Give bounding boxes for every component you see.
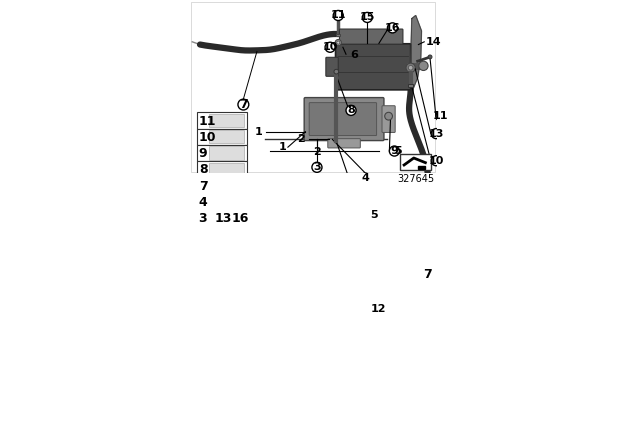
Polygon shape	[411, 16, 422, 89]
Text: 327645: 327645	[397, 173, 435, 184]
Text: 8: 8	[199, 164, 207, 177]
Text: 11: 11	[433, 111, 449, 121]
Text: 4: 4	[362, 173, 369, 183]
Bar	[230, 210, 247, 226]
Bar	[197, 145, 247, 161]
Text: 1: 1	[254, 127, 262, 137]
Circle shape	[408, 65, 413, 70]
Circle shape	[336, 16, 340, 20]
Bar	[209, 179, 244, 192]
Text: 1: 1	[279, 142, 287, 152]
FancyBboxPatch shape	[326, 57, 339, 76]
Text: 4: 4	[199, 196, 207, 209]
Circle shape	[334, 69, 339, 74]
Circle shape	[362, 13, 372, 22]
Bar	[197, 194, 247, 210]
Bar	[209, 130, 244, 143]
Bar	[209, 163, 244, 176]
Bar	[408, 84, 413, 87]
Circle shape	[385, 112, 392, 120]
Circle shape	[431, 156, 441, 166]
Bar	[197, 129, 247, 145]
Text: 11: 11	[199, 115, 216, 128]
Circle shape	[389, 146, 399, 156]
Polygon shape	[316, 309, 321, 313]
Text: 10: 10	[429, 156, 444, 166]
Text: 15: 15	[360, 13, 375, 22]
Text: 5: 5	[371, 210, 378, 220]
Bar	[209, 195, 244, 208]
Bar	[198, 211, 212, 224]
Text: 7: 7	[199, 180, 207, 193]
Circle shape	[346, 105, 356, 116]
Text: 12: 12	[371, 304, 386, 314]
Text: 11: 11	[330, 10, 346, 21]
Text: 8: 8	[347, 105, 355, 116]
Text: 10: 10	[323, 42, 338, 52]
Circle shape	[325, 42, 335, 52]
Bar	[209, 146, 244, 159]
Circle shape	[428, 55, 432, 59]
FancyBboxPatch shape	[328, 138, 360, 148]
Bar	[215, 211, 228, 224]
Polygon shape	[321, 306, 356, 313]
Text: 13: 13	[215, 212, 232, 225]
Circle shape	[406, 63, 415, 73]
Circle shape	[337, 41, 340, 44]
FancyBboxPatch shape	[339, 29, 403, 44]
Text: 2: 2	[298, 134, 305, 144]
Text: 5: 5	[394, 146, 402, 156]
Text: 7: 7	[423, 268, 432, 281]
Bar	[214, 210, 230, 226]
Bar	[197, 210, 214, 226]
Polygon shape	[418, 166, 426, 169]
FancyBboxPatch shape	[335, 44, 411, 90]
Text: 14: 14	[426, 37, 442, 47]
Circle shape	[360, 173, 371, 183]
Circle shape	[333, 10, 343, 21]
Circle shape	[387, 23, 397, 33]
Bar	[336, 34, 340, 36]
Text: 16: 16	[385, 23, 400, 33]
Text: 6: 6	[350, 50, 358, 60]
Circle shape	[335, 39, 341, 46]
Bar	[232, 211, 245, 224]
Text: 3: 3	[198, 212, 207, 225]
Text: 9: 9	[390, 146, 398, 156]
Text: 3: 3	[313, 162, 321, 172]
Circle shape	[431, 129, 441, 138]
Text: 16: 16	[232, 212, 249, 225]
Circle shape	[422, 270, 433, 280]
Text: 10: 10	[199, 131, 216, 144]
Text: 13: 13	[429, 129, 444, 138]
FancyBboxPatch shape	[309, 103, 376, 136]
FancyBboxPatch shape	[382, 106, 395, 133]
Text: 7: 7	[239, 98, 248, 111]
Circle shape	[419, 61, 428, 70]
Text: 9: 9	[199, 147, 207, 160]
Bar	[197, 177, 247, 194]
Circle shape	[436, 111, 446, 121]
Bar	[197, 161, 247, 177]
Circle shape	[238, 99, 249, 110]
Bar	[209, 114, 244, 127]
Text: 2: 2	[313, 147, 321, 157]
Bar	[197, 112, 247, 129]
FancyBboxPatch shape	[304, 98, 384, 141]
Circle shape	[312, 162, 322, 172]
Bar	[400, 154, 431, 170]
